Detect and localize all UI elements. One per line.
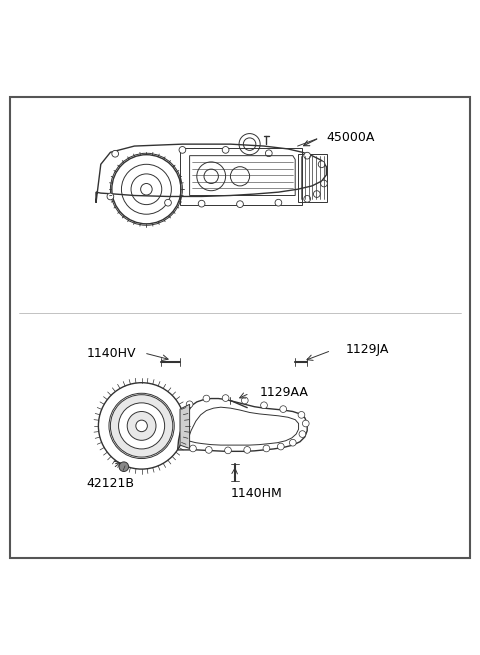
Circle shape bbox=[136, 420, 147, 432]
Circle shape bbox=[119, 403, 165, 449]
Circle shape bbox=[263, 445, 270, 452]
Circle shape bbox=[299, 431, 306, 438]
Circle shape bbox=[321, 180, 327, 187]
Circle shape bbox=[190, 445, 196, 452]
Circle shape bbox=[298, 411, 305, 419]
Text: 42121B: 42121B bbox=[86, 477, 134, 490]
Circle shape bbox=[119, 462, 129, 472]
Polygon shape bbox=[180, 404, 190, 449]
Circle shape bbox=[186, 401, 193, 407]
Bar bbox=[180, 149, 302, 205]
Circle shape bbox=[198, 200, 205, 207]
Circle shape bbox=[265, 150, 272, 157]
Circle shape bbox=[225, 447, 231, 454]
Circle shape bbox=[222, 147, 229, 153]
Circle shape bbox=[222, 395, 229, 402]
Circle shape bbox=[127, 411, 156, 440]
Circle shape bbox=[237, 201, 243, 208]
Circle shape bbox=[304, 153, 311, 159]
Circle shape bbox=[304, 195, 311, 202]
Circle shape bbox=[179, 147, 186, 153]
Circle shape bbox=[244, 447, 251, 453]
Bar bbox=[298, 154, 327, 202]
Circle shape bbox=[302, 420, 309, 427]
Circle shape bbox=[110, 395, 173, 457]
Circle shape bbox=[165, 199, 171, 206]
Circle shape bbox=[107, 193, 114, 200]
Circle shape bbox=[318, 161, 325, 168]
Circle shape bbox=[275, 199, 282, 206]
Circle shape bbox=[205, 447, 212, 453]
Circle shape bbox=[280, 405, 287, 413]
Circle shape bbox=[289, 440, 296, 446]
Text: 1140HV: 1140HV bbox=[86, 347, 136, 360]
Circle shape bbox=[277, 443, 284, 450]
Circle shape bbox=[203, 395, 210, 402]
Circle shape bbox=[112, 151, 119, 157]
Circle shape bbox=[261, 402, 267, 409]
Circle shape bbox=[241, 397, 248, 404]
Text: 1129AA: 1129AA bbox=[259, 386, 308, 399]
Text: 45000A: 45000A bbox=[326, 132, 375, 144]
Circle shape bbox=[313, 191, 320, 197]
Text: 1129JA: 1129JA bbox=[346, 343, 389, 356]
Text: 1140HM: 1140HM bbox=[230, 487, 282, 500]
